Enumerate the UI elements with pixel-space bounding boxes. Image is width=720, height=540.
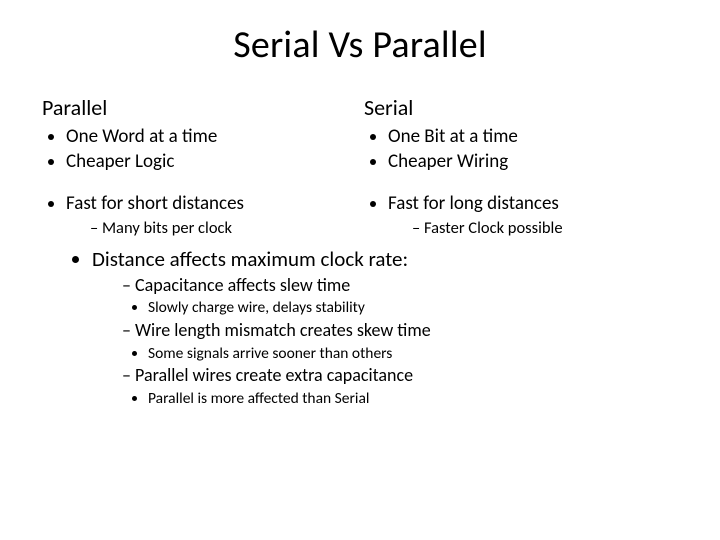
list-item: Fast for long distances Faster Clock pos… [388,192,678,239]
slide: Serial Vs Parallel Parallel One Word at … [0,0,720,540]
bottom-subsublist: Parallel is more affected than Serial [122,389,678,410]
list-item: Fast for short distances Many bits per c… [66,192,356,239]
bottom-block: Distance affects maximum clock rate: Cap… [42,246,678,410]
right-list-mid: Fast for long distances Faster Clock pos… [364,192,678,239]
left-list-mid: Fast for short distances Many bits per c… [42,192,356,239]
list-item: Distance affects maximum clock rate: Cap… [92,246,678,410]
slide-title: Serial Vs Parallel [42,22,678,68]
list-item-text: Capacitance affects slew time [135,274,350,296]
list-item: Parallel is more affected than Serial [148,389,678,410]
list-item: Cheaper Logic [66,150,356,175]
right-list-top: One Bit at a time Cheaper Wiring [364,125,678,174]
list-item-text: Distance affects maximum clock rate: [92,246,408,272]
left-heading: Parallel [42,94,356,121]
right-heading: Serial [364,94,678,121]
right-column: Serial One Bit at a time Cheaper Wiring … [364,94,678,240]
left-column: Parallel One Word at a time Cheaper Logi… [42,94,356,240]
right-sublist: Faster Clock possible [388,218,678,239]
list-item-text: Wire length mismatch creates skew time [135,319,431,341]
list-item-text: Fast for long distances [388,192,559,215]
left-list-top: One Word at a time Cheaper Logic [42,125,356,174]
list-item: Capacitance affects slew time Slowly cha… [122,274,678,319]
list-item: One Bit at a time [388,125,678,150]
list-item: Slowly charge wire, delays stability [148,298,678,319]
bottom-subsublist: Slowly charge wire, delays stability [122,298,678,319]
list-item: Cheaper Wiring [388,150,678,175]
list-item-text: Parallel wires create extra capacitance [135,364,413,386]
bottom-subsublist: Some signals arrive sooner than others [122,344,678,365]
two-columns: Parallel One Word at a time Cheaper Logi… [42,94,678,240]
list-item: Many bits per clock [90,218,356,239]
bottom-list: Distance affects maximum clock rate: Cap… [66,246,678,410]
list-item: Faster Clock possible [412,218,678,239]
list-item: Parallel wires create extra capacitance … [122,364,678,409]
list-item: Wire length mismatch creates skew time S… [122,319,678,364]
list-item: One Word at a time [66,125,356,150]
list-item-text: Fast for short distances [66,192,244,215]
left-sublist: Many bits per clock [66,218,356,239]
list-item: Some signals arrive sooner than others [148,344,678,365]
bottom-sublist: Capacitance affects slew time Slowly cha… [92,274,678,410]
